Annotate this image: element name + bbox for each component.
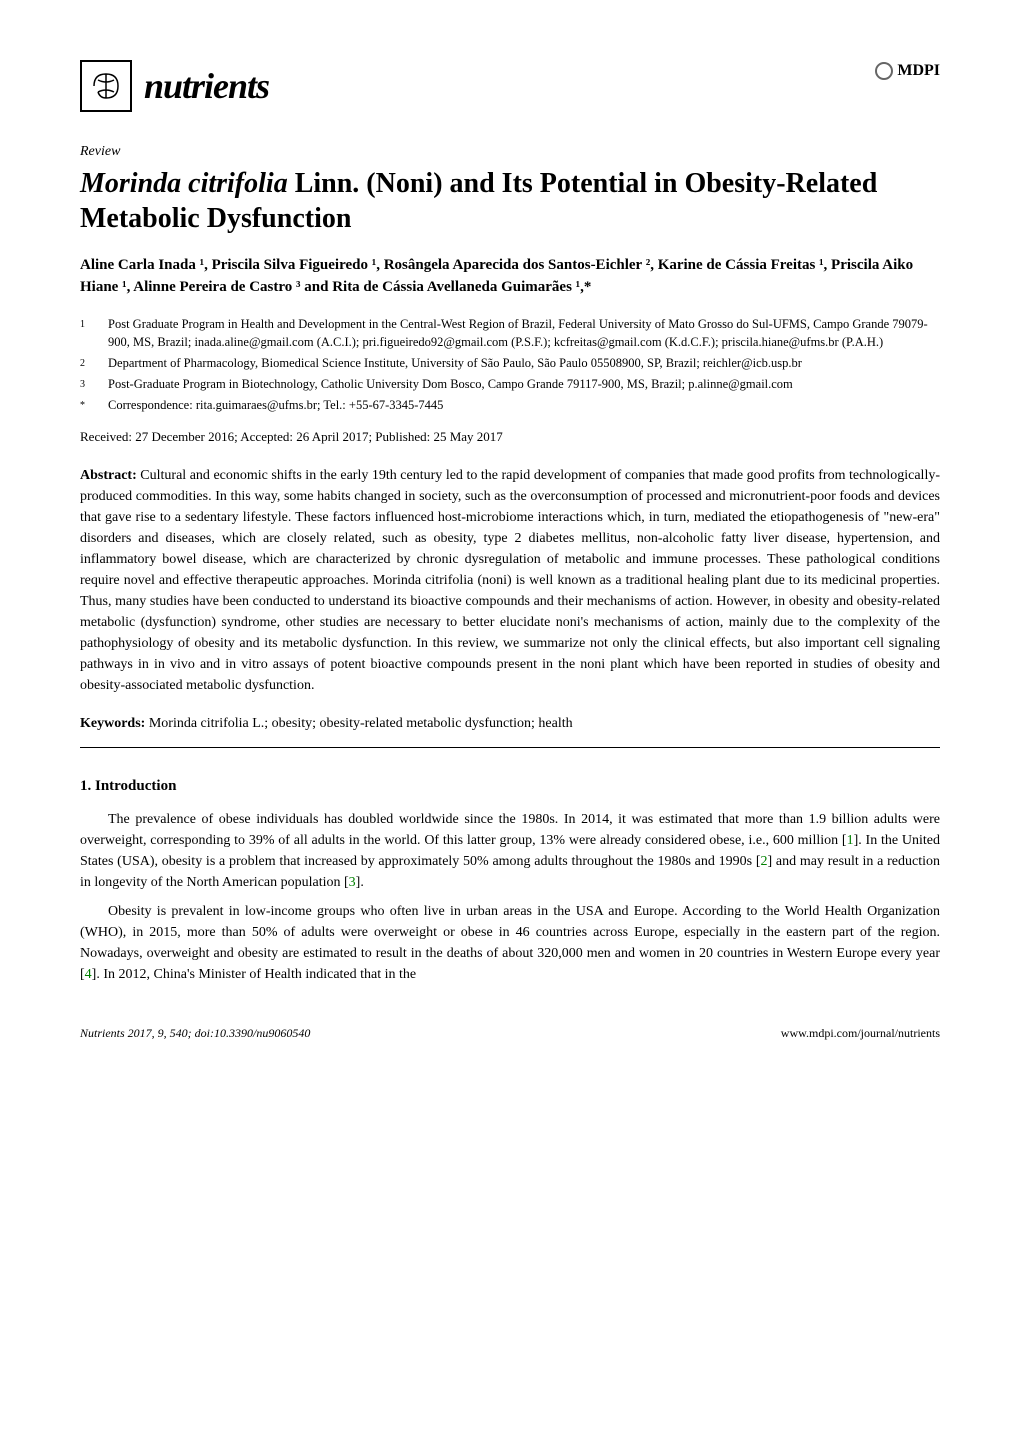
affiliation-text: Post Graduate Program in Health and Deve… — [108, 315, 940, 353]
para-text: ]. — [356, 875, 364, 890]
title-species: Morinda citrifolia — [80, 168, 288, 199]
correspondence-text: Correspondence: rita.guimaraes@ufms.br; … — [108, 396, 940, 415]
abstract-label: Abstract: — [80, 468, 137, 483]
section-divider — [80, 747, 940, 748]
correspondence-marker: * — [80, 396, 108, 415]
article-type: Review — [80, 142, 940, 162]
citation-link[interactable]: 2 — [761, 854, 768, 869]
article-title: Morinda citrifolia Linn. (Noni) and Its … — [80, 166, 940, 236]
affiliation-text: Department of Pharmacology, Biomedical S… — [108, 354, 940, 373]
mdpi-icon — [875, 62, 893, 80]
publisher-name: MDPI — [897, 60, 940, 82]
authors-list: Aline Carla Inada ¹, Priscila Silva Figu… — [80, 254, 940, 299]
body-paragraph: The prevalence of obese individuals has … — [80, 809, 940, 893]
affiliation-text: Post-Graduate Program in Biotechnology, … — [108, 375, 940, 394]
keywords-text: Morinda citrifolia L.; obesity; obesity-… — [145, 716, 572, 731]
header-row: nutrients MDPI — [80, 60, 940, 112]
affiliation-number: 2 — [80, 354, 108, 373]
footer-citation: Nutrients 2017, 9, 540; doi:10.3390/nu90… — [80, 1025, 310, 1042]
abstract-block: Abstract: Cultural and economic shifts i… — [80, 465, 940, 696]
affiliation-row: * Correspondence: rita.guimaraes@ufms.br… — [80, 396, 940, 415]
body-paragraph: Obesity is prevalent in low-income group… — [80, 901, 940, 985]
affiliation-number: 1 — [80, 315, 108, 353]
page-footer: Nutrients 2017, 9, 540; doi:10.3390/nu90… — [80, 1025, 940, 1042]
keywords-label: Keywords: — [80, 716, 145, 731]
affiliation-row: 1 Post Graduate Program in Health and De… — [80, 315, 940, 353]
citation-link[interactable]: 1 — [847, 833, 854, 848]
publisher-logo: MDPI — [875, 60, 940, 82]
affiliation-number: 3 — [80, 375, 108, 394]
nutrients-logo-icon — [80, 60, 132, 112]
para-text: The prevalence of obese individuals has … — [80, 812, 940, 848]
affiliation-row: 2 Department of Pharmacology, Biomedical… — [80, 354, 940, 373]
affiliations-block: 1 Post Graduate Program in Health and De… — [80, 315, 940, 415]
para-text: ]. In 2012, China's Minister of Health i… — [92, 967, 416, 982]
footer-url: www.mdpi.com/journal/nutrients — [781, 1025, 940, 1042]
citation-link[interactable]: 4 — [85, 967, 92, 982]
journal-name: nutrients — [144, 61, 269, 111]
abstract-text: Cultural and economic shifts in the earl… — [80, 468, 940, 693]
keywords-block: Keywords: Morinda citrifolia L.; obesity… — [80, 714, 940, 734]
article-dates: Received: 27 December 2016; Accepted: 26… — [80, 428, 940, 446]
citation-link[interactable]: 3 — [349, 875, 356, 890]
journal-logo-group: nutrients — [80, 60, 269, 112]
section-heading: 1. Introduction — [80, 776, 940, 797]
affiliation-row: 3 Post-Graduate Program in Biotechnology… — [80, 375, 940, 394]
